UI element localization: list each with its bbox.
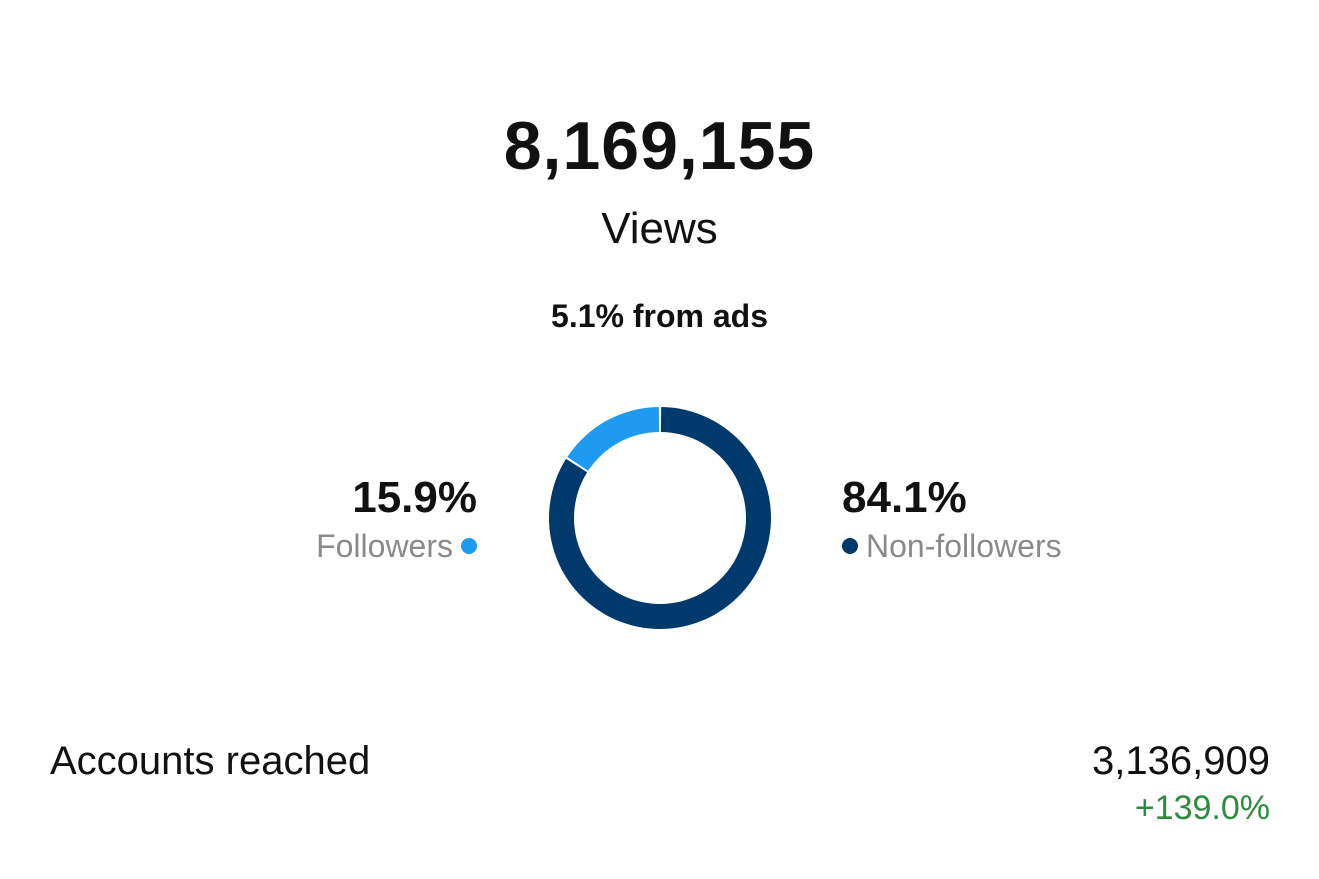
non-followers-dot-icon	[842, 538, 858, 554]
followers-label: Followers	[316, 528, 453, 564]
legend-non-followers: 84.1% Non-followers	[842, 472, 1062, 568]
donut-segment-followers	[567, 407, 660, 471]
views-label: Views	[601, 204, 718, 253]
non-followers-percent: 84.1%	[842, 473, 967, 522]
followers-percent: 15.9%	[352, 473, 477, 522]
legend-followers: 15.9% Followers	[316, 472, 477, 568]
views-total: 8,169,155	[503, 108, 816, 184]
non-followers-label: Non-followers	[866, 528, 1062, 564]
accounts-reached-change: +139.0%	[1134, 789, 1270, 827]
accounts-reached-value: 3,136,909	[1092, 739, 1270, 783]
ads-share-text: 5.1% from ads	[551, 298, 768, 334]
followers-dot-icon	[461, 538, 477, 554]
audience-donut-chart	[549, 407, 771, 629]
accounts-reached-label: Accounts reached	[50, 739, 371, 783]
